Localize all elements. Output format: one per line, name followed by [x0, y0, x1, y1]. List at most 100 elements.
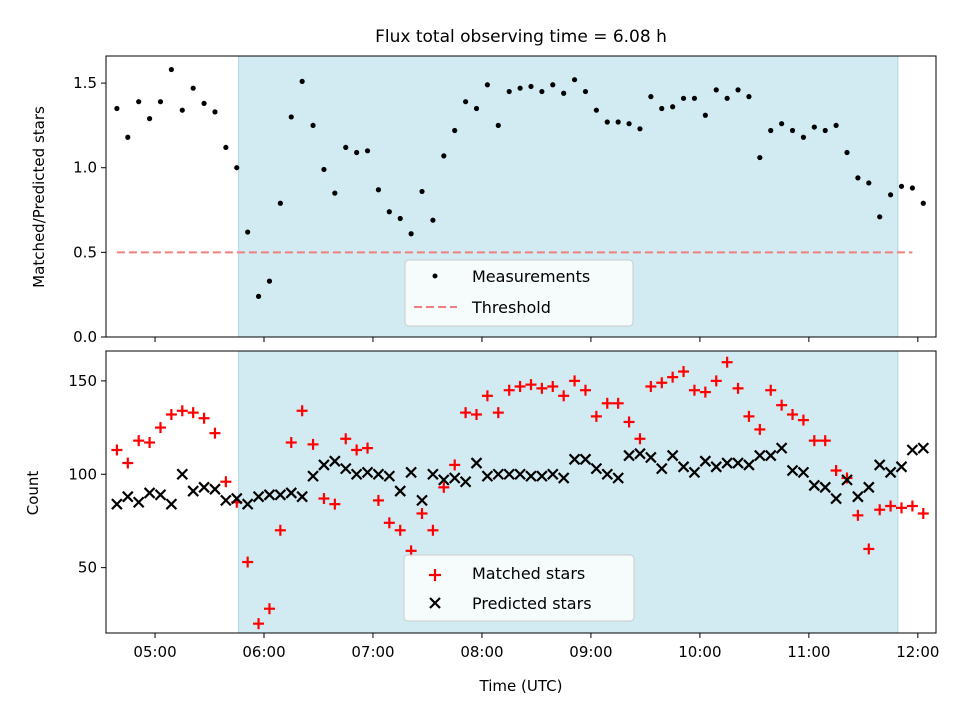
matched-star-point: [895, 502, 907, 514]
matched-star-point: [449, 459, 461, 471]
matched-star-point: [471, 408, 483, 420]
matched-star-point: [569, 375, 581, 387]
matched-star-point: [906, 500, 918, 512]
predicted-star-point: [209, 483, 221, 495]
predicted-star-stroke-b: [481, 470, 494, 482]
measurement-point: [702, 112, 708, 118]
matched-star-point: [503, 384, 515, 396]
predicted-star-stroke-b: [884, 466, 897, 479]
matched-star-point: [754, 423, 766, 435]
predicted-star-stroke-b: [427, 468, 439, 481]
predicted-star-stroke-b: [688, 466, 701, 479]
matched-star-point: [732, 382, 744, 394]
matched-star-point: [743, 410, 755, 422]
measurement-point: [266, 278, 273, 284]
measurement-point: [157, 99, 164, 105]
matched-star-point: [678, 366, 690, 378]
predicted-star-point: [579, 453, 592, 466]
top-legend-box: [404, 259, 634, 327]
measurement-point: [877, 214, 883, 220]
predicted-star-point: [873, 459, 886, 471]
matched-star-point: [623, 416, 635, 428]
predicted-star-stroke-b: [743, 459, 755, 471]
measurement-point: [408, 231, 414, 237]
measurement-point: [909, 185, 915, 191]
legend-matched-label: Matched stars: [472, 564, 585, 583]
bottom-xtick-group: 05:00 06:00 07:00 08:00 09:00 10:00 11:00 12:00: [133, 633, 939, 661]
measurement-point: [626, 121, 632, 127]
predicted-star-stroke-b: [187, 485, 199, 497]
predicted-star-stroke-b: [176, 468, 189, 481]
predicted-star-stroke-b: [394, 485, 407, 497]
measurement-point: [343, 144, 349, 151]
matched-star-point: [656, 377, 668, 389]
matched-star-point: [372, 494, 384, 506]
predicted-star-stroke-b: [677, 461, 690, 473]
predicted-star-point: [394, 485, 407, 497]
predicted-star-point: [830, 492, 842, 505]
matched-star-point: [558, 390, 570, 402]
matched-star-point: [307, 438, 319, 450]
measurement-point: [375, 187, 382, 193]
measurement-point: [844, 149, 850, 156]
predicted-star-stroke-b: [634, 447, 646, 460]
predicted-star-stroke-b: [296, 490, 308, 503]
matched-star-point: [176, 405, 188, 417]
top-ytick-label: 0.0: [73, 328, 97, 346]
predicted-star-point: [383, 470, 396, 482]
predicted-star-stroke-b: [525, 470, 537, 482]
matched-star-point: [819, 435, 831, 447]
predicted-star-stroke-b: [459, 475, 472, 488]
predicted-star-stroke-b: [764, 449, 777, 462]
predicted-star-point: [481, 470, 494, 482]
predicted-star-stroke-b: [405, 466, 417, 479]
matched-star-point: [634, 433, 646, 445]
measurement-point: [746, 94, 752, 100]
predicted-star-stroke-b: [448, 472, 461, 484]
bottom-ytick-label: 100: [68, 465, 97, 483]
predicted-star-point: [645, 451, 657, 464]
measurement-point: [332, 190, 338, 196]
measurement-point: [299, 78, 305, 84]
predicted-star-point: [634, 447, 646, 460]
matched-star-point: [340, 433, 352, 445]
predicted-star-point: [416, 494, 428, 507]
predicted-star-point: [296, 490, 308, 503]
measurement-point: [168, 66, 174, 73]
predicted-star-point: [819, 481, 831, 494]
bottom-ytick-label: 150: [68, 372, 97, 390]
predicted-star-stroke-b: [732, 457, 744, 469]
measurement-point: [582, 88, 589, 95]
matched-star-point: [699, 386, 711, 398]
chart-title: Flux total observing time = 6.08 h: [375, 27, 667, 47]
predicted-star-stroke-b: [819, 481, 831, 494]
predicted-star-stroke-b: [263, 489, 276, 501]
matched-star-point: [438, 481, 450, 493]
matched-star-point: [416, 507, 428, 519]
predicted-star-point: [176, 468, 189, 481]
measurement-point: [397, 215, 403, 222]
measurement-point: [735, 87, 741, 93]
measurement-point: [713, 87, 719, 93]
measurement-point: [539, 88, 545, 95]
measurement-point: [571, 77, 578, 83]
measurement-point: [517, 85, 523, 91]
measurement-point: [234, 165, 240, 171]
bottom-panel: 50 100 150 05:00 06:00 07:00 08:00 09:00 10:00 1…: [24, 350, 939, 695]
predicted-star-point: [547, 468, 559, 481]
predicted-star-point: [470, 457, 483, 469]
measurement-point: [811, 124, 817, 130]
predicted-star-stroke-b: [220, 494, 232, 507]
predicted-star-point: [677, 461, 690, 473]
predicted-star-point: [688, 466, 701, 479]
predicted-star-stroke-b: [645, 451, 657, 464]
matched-star-point: [154, 422, 166, 434]
bottom-ytick-group: 50 100 150: [68, 372, 106, 577]
measurement-point: [484, 82, 491, 88]
measurement-point: [887, 192, 894, 198]
predicted-star-point: [721, 457, 733, 469]
legend-measurements-marker: [432, 273, 438, 279]
measurement-point: [691, 95, 698, 101]
matched-star-point: [122, 457, 134, 469]
